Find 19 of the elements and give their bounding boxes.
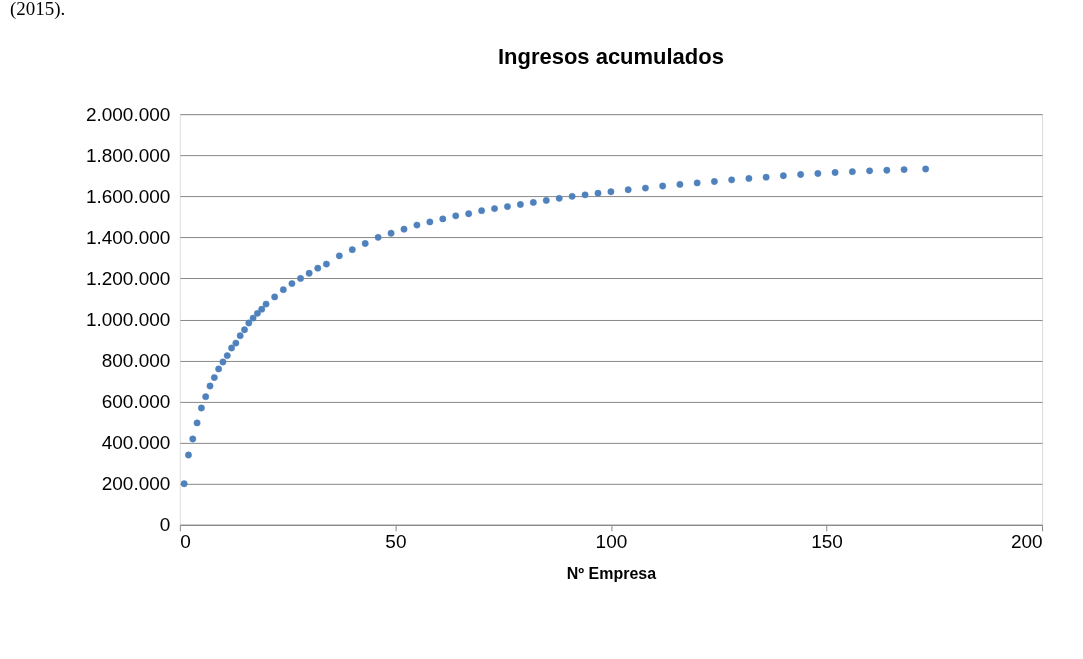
y-tick-label: 1.800.000 <box>85 144 171 166</box>
y-tick-label: 0 <box>159 514 171 536</box>
y-tick-label: 1.000.000 <box>85 308 171 330</box>
x-tick-label: 100 <box>595 531 628 553</box>
chart-title: Ingresos acumulados <box>498 44 724 70</box>
y-tick-label: 1.600.000 <box>85 185 171 207</box>
x-tick-label: 50 <box>385 531 407 553</box>
x-tick-label: 150 <box>811 531 843 553</box>
y-tick-label: 1.200.000 <box>85 267 171 289</box>
y-tick-label: 2.000.000 <box>85 103 171 125</box>
y-tick-label: 800.000 <box>101 350 171 372</box>
x-tick-label: 0 <box>180 531 191 553</box>
y-tick-label: 600.000 <box>101 391 171 413</box>
x-axis-title: Nº Empresa <box>566 565 657 583</box>
y-tick-label: 200.000 <box>101 473 171 495</box>
x-tick-label: 200 <box>1010 531 1043 553</box>
y-tick-label: 400.000 <box>101 432 171 454</box>
y-tick-label: 1.400.000 <box>85 226 171 248</box>
text: (2015). <box>9 0 66 21</box>
